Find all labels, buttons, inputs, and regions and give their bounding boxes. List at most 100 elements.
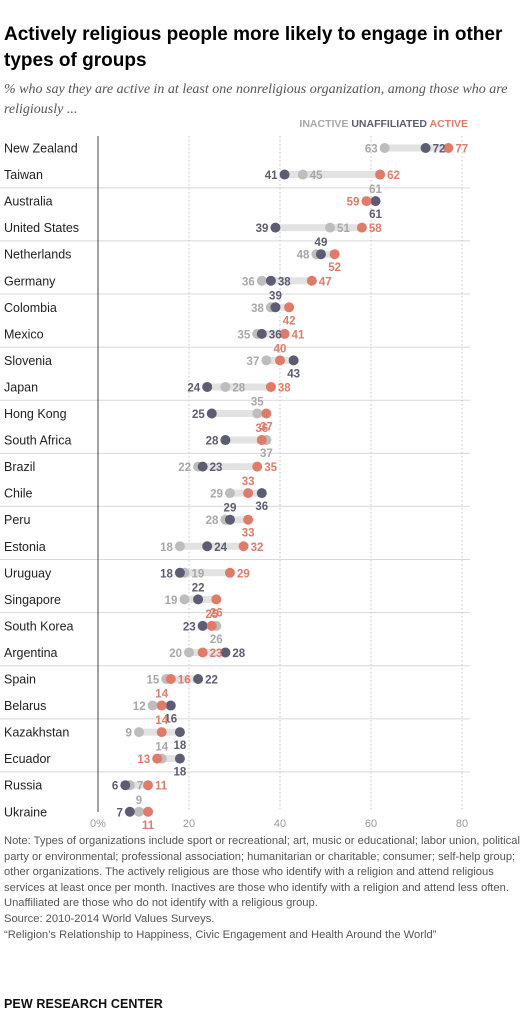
chart-title: Actively religious people more likely to…	[4, 24, 503, 71]
dot-inactive	[184, 647, 194, 658]
data-label: 12	[133, 701, 146, 713]
dot-inactive	[220, 381, 231, 392]
data-label: 28	[232, 648, 245, 660]
dot-active	[243, 488, 254, 499]
dot-inactive	[174, 541, 185, 552]
data-label: 63	[365, 144, 378, 156]
data-label: 19	[165, 595, 178, 607]
data-label: 14	[155, 742, 168, 754]
country-label: South Africa	[4, 434, 71, 448]
country-label: Russia	[4, 779, 42, 793]
country-label: Spain	[4, 673, 36, 687]
country-label: Australia	[4, 195, 53, 209]
dot-unaffiliated	[256, 328, 267, 339]
dot-unaffiliated	[202, 381, 213, 392]
data-label: 39	[256, 223, 269, 235]
dot-active	[256, 435, 267, 446]
dot-active	[143, 780, 154, 791]
data-label: 59	[347, 197, 360, 209]
report-title: “Religion’s Relationship to Happiness, C…	[4, 928, 437, 941]
data-label: 24	[214, 542, 227, 554]
dot-unaffiliated	[193, 674, 204, 684]
data-label: 7	[137, 781, 143, 793]
data-label: 61	[369, 209, 382, 221]
data-label: 22	[178, 462, 191, 474]
data-label: 37	[260, 448, 273, 460]
dot-active	[443, 143, 454, 153]
data-label: 22	[192, 582, 205, 594]
dot-unaffiliated	[120, 780, 131, 791]
dot-unaffiliated	[270, 222, 281, 233]
data-label: 41	[292, 329, 305, 341]
legend-active: ACTIVE	[427, 118, 468, 130]
dot-unaffiliated	[224, 514, 235, 525]
data-label: 35	[251, 397, 264, 409]
data-label: 72	[433, 144, 446, 156]
dot-active	[265, 381, 276, 392]
dot-unaffiliated	[315, 249, 326, 260]
x-tick-label: 60	[365, 818, 377, 830]
dot-unaffiliated	[124, 806, 135, 817]
dot-active	[306, 275, 317, 286]
country-label: Japan	[4, 380, 38, 394]
data-label: 45	[310, 170, 323, 182]
x-tick-label: 0%	[90, 818, 106, 830]
data-label: 38	[251, 303, 264, 315]
data-label: 38	[278, 276, 291, 288]
country-label: Mexico	[4, 327, 44, 341]
data-label: 43	[287, 368, 300, 380]
country-label: Argentina	[4, 646, 58, 660]
data-label: 51	[337, 223, 350, 235]
data-label: 26	[210, 607, 223, 619]
data-label: 18	[174, 740, 187, 752]
dot-active	[206, 620, 217, 631]
country-label: Ukraine	[4, 805, 47, 819]
data-label: 18	[160, 542, 173, 554]
data-label: 14	[155, 689, 168, 701]
data-label: 18	[160, 568, 173, 580]
country-label: Slovenia	[4, 354, 52, 368]
dot-unaffiliated	[202, 541, 213, 552]
chart-subtitle: % who say they are active in at least on…	[4, 82, 508, 117]
dot-active	[261, 408, 272, 419]
dot-active	[197, 647, 208, 658]
data-label: 16	[164, 714, 177, 726]
dot-unaffiliated	[165, 700, 176, 711]
dot-inactive	[252, 408, 263, 419]
country-label: Estonia	[4, 540, 46, 554]
data-label: 23	[210, 648, 223, 660]
data-label: 22	[205, 675, 218, 687]
dot-plot: 0% 20 40 60 80 INACTIVE UNAFFILIATED ACTIVE Ne…	[0, 118, 470, 832]
data-label: 20	[169, 648, 182, 660]
country-label: New Zealand	[4, 142, 78, 156]
dot-active	[156, 727, 167, 738]
data-label: 9	[126, 728, 132, 740]
data-label: 37	[247, 356, 260, 368]
dot-active	[224, 567, 235, 578]
dot-inactive	[379, 143, 390, 153]
dot-unaffiliated	[206, 408, 217, 419]
data-label: 48	[297, 250, 310, 262]
dot-active	[252, 461, 263, 472]
x-tick-label: 20	[183, 818, 195, 830]
data-label: 40	[274, 343, 287, 355]
country-label: Netherlands	[4, 248, 71, 262]
dot-unaffiliated	[220, 435, 231, 446]
data-label: 26	[210, 634, 223, 646]
data-label: 36	[242, 276, 255, 288]
dot-active	[279, 328, 290, 339]
country-label: Belarus	[4, 699, 46, 713]
dot-unaffiliated	[288, 355, 299, 366]
country-label: Colombia	[4, 301, 57, 315]
dot-active	[243, 514, 254, 525]
dot-active	[152, 753, 163, 764]
data-label: 33	[242, 528, 255, 540]
data-label: 15	[146, 675, 159, 687]
data-label: 36	[255, 423, 268, 435]
dot-unaffiliated	[197, 620, 208, 631]
dot-unaffiliated	[197, 461, 208, 472]
country-label: Brazil	[4, 460, 35, 474]
data-label: 41	[265, 170, 278, 182]
dot-inactive	[179, 594, 190, 605]
dot-active	[284, 302, 295, 313]
